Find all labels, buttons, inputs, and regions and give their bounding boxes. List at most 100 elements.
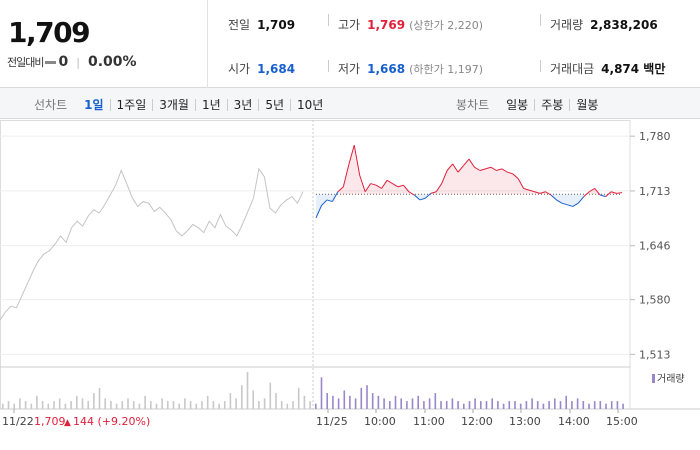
volume-bar xyxy=(121,401,124,409)
candle-chart-label: 봉차트 xyxy=(456,98,490,112)
flat-change-icon xyxy=(45,60,57,64)
volume-bar xyxy=(423,401,425,409)
prev-day-price-note: 1,709 xyxy=(34,415,66,428)
price-area-segment xyxy=(501,168,508,195)
volume-bar xyxy=(292,401,294,409)
volume-bar xyxy=(366,385,368,409)
x-tick-label: 11/22 xyxy=(2,415,34,428)
price-area-segment xyxy=(507,172,513,195)
change-divider: | xyxy=(76,55,80,69)
volume-bar xyxy=(252,390,254,409)
line-chart-periods: 선차트 1일 1주일 3개월 1년 3년 5년 10년 xyxy=(34,96,329,113)
line-period-option-0[interactable]: 1일 xyxy=(84,97,104,112)
line-period-option-6[interactable]: 10년 xyxy=(290,98,329,111)
today-price-segment xyxy=(342,164,350,187)
price-area-segment xyxy=(567,194,573,207)
volume-bar xyxy=(155,403,158,409)
today-price-segment xyxy=(381,180,388,189)
today-price-segment xyxy=(359,175,366,192)
volume-bar xyxy=(206,395,209,409)
volume-bar xyxy=(377,395,380,409)
change-value: 0 xyxy=(58,54,69,70)
volume-bar xyxy=(2,403,4,409)
trade-value-label: 거래대금 xyxy=(550,62,595,76)
today-price-segment xyxy=(616,192,623,194)
candle-chart-periods: 봉차트 일봉 주봉 월봉 xyxy=(456,96,604,113)
volume-bar xyxy=(132,401,135,409)
volume-bar xyxy=(394,395,397,409)
volume-bar xyxy=(98,387,101,409)
volume-bar xyxy=(280,401,283,409)
today-price-segment xyxy=(474,166,481,171)
volume-bar xyxy=(275,393,277,409)
line-period-option-2[interactable]: 3개월 xyxy=(152,98,195,111)
price-area-segment xyxy=(561,194,568,205)
price-area-segment xyxy=(370,183,377,195)
volume-bar xyxy=(127,398,129,409)
price-area-segment xyxy=(512,173,519,195)
today-price-segment xyxy=(534,191,541,194)
today-price-segment xyxy=(512,173,519,180)
open-cell: 시가 1,684 xyxy=(228,60,295,77)
volume-bar xyxy=(315,403,317,409)
volume-bar xyxy=(616,401,619,409)
today-price-segment xyxy=(572,202,579,207)
volume-bar xyxy=(434,393,437,409)
volume-bar xyxy=(115,403,118,409)
volume-bar xyxy=(497,401,499,409)
price-area-segment xyxy=(572,194,579,207)
today-price-segment xyxy=(463,158,470,166)
today-price-segment xyxy=(397,184,404,188)
volume-bar xyxy=(320,377,323,409)
today-price-segment xyxy=(315,205,322,219)
price-area-segment xyxy=(490,167,497,195)
volume-bar xyxy=(178,403,180,409)
volume-bar xyxy=(582,401,585,409)
today-price-segment xyxy=(452,163,459,173)
volume-bar xyxy=(30,403,33,409)
price-area-segment xyxy=(387,180,393,195)
line-period-option-3[interactable]: 1년 xyxy=(194,98,227,111)
today-price-segment xyxy=(446,163,453,171)
candle-period-option-2[interactable]: 월봉 xyxy=(569,98,604,111)
trade-value-value: 4,874 백만 xyxy=(601,62,666,76)
today-price-segment xyxy=(326,199,333,203)
volume-bar xyxy=(64,403,67,409)
volume-cell: 거래량 2,838,206 xyxy=(550,16,658,33)
candle-period-option-0[interactable]: 일봉 xyxy=(506,97,529,112)
today-price-segment xyxy=(370,183,377,186)
volume-bar xyxy=(417,395,419,409)
volume-bar xyxy=(81,398,84,409)
price-area-segment xyxy=(463,159,469,195)
candle-period-option-1[interactable]: 주봉 xyxy=(534,98,569,111)
volume-bar xyxy=(104,398,106,409)
today-price-segment xyxy=(594,188,601,196)
today-price-segment xyxy=(539,191,546,194)
line-period-option-5[interactable]: 5년 xyxy=(258,98,290,111)
volume-bar xyxy=(622,403,624,409)
volume-bar xyxy=(463,403,465,409)
volume-bar xyxy=(229,393,232,409)
x-tick-label: 11/25 xyxy=(316,415,348,428)
price-area-segment xyxy=(556,194,562,204)
chart-period-toolbar: 선차트 1일 1주일 3개월 1년 3년 5년 10년 봉차트 일봉 주봉 월봉 xyxy=(0,88,700,119)
volume-bar xyxy=(218,403,220,409)
price-area-segment xyxy=(376,185,382,195)
line-period-option-4[interactable]: 3년 xyxy=(226,98,259,111)
info-divider xyxy=(540,14,541,26)
price-area-segment xyxy=(474,167,480,195)
today-price-segment xyxy=(577,196,585,204)
volume-bar xyxy=(588,403,590,409)
volume-bar xyxy=(161,398,163,409)
change-percent: 0.00% xyxy=(87,54,137,70)
price-area-segment xyxy=(583,191,590,197)
intraday-price-chart[interactable]: 1,780 1,713 1,646 1,580 1,513 거래량 11/22 11/25 10… xyxy=(0,120,700,450)
line-period-option-1[interactable]: 1주일 xyxy=(109,98,153,111)
volume-bar xyxy=(93,393,95,409)
price-area-segment xyxy=(316,194,322,218)
today-price-segment xyxy=(348,145,355,165)
price-area-segment xyxy=(447,163,453,195)
today-price-segment xyxy=(403,184,410,193)
volume-legend-swatch xyxy=(652,374,655,383)
volume-bar xyxy=(502,403,505,409)
